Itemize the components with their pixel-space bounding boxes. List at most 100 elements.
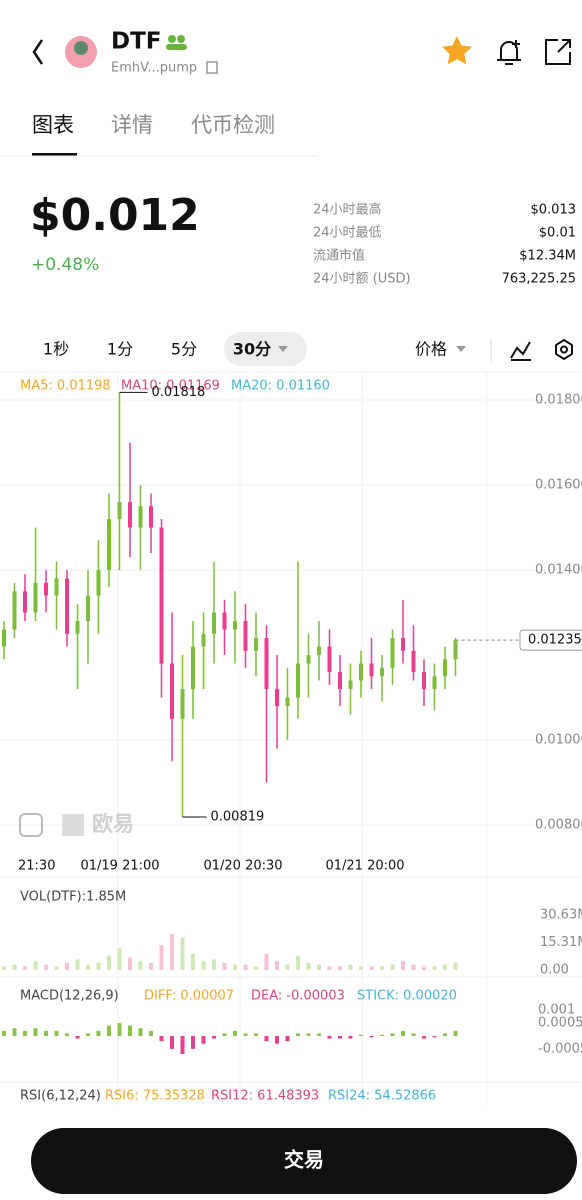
macd-bar [65, 1033, 69, 1036]
settings-icon[interactable] [555, 338, 573, 361]
interval[interactable]: 5分 [171, 340, 197, 359]
macd-bar [233, 1030, 237, 1036]
interval[interactable]: 30分 [233, 340, 271, 359]
interval[interactable]: 1秒 [43, 340, 69, 359]
vol-bar [306, 962, 311, 970]
dropdown-arrow [456, 346, 466, 352]
macd-bar [222, 1033, 227, 1036]
rsi-legend: RSI6: 75.35328 [105, 1089, 205, 1104]
macd-tick: 0.0005 [538, 1016, 582, 1031]
vol-tick: 15.31M [540, 935, 582, 950]
candle-body [275, 689, 279, 707]
x-label: 01/21 20:00 [325, 859, 404, 874]
current-price-label: 0.01235 [528, 633, 582, 648]
macd-bar [359, 1034, 363, 1036]
interval[interactable]: 1分 [107, 340, 133, 359]
macd-bar [401, 1030, 405, 1036]
vol-bar [432, 966, 437, 970]
y-tick-label: 0.00800 [535, 818, 582, 833]
stat-value: $0.013 [531, 203, 577, 218]
candle-body [86, 595, 90, 622]
stat-label: 流通市值 [313, 248, 365, 264]
vol-bar [159, 944, 164, 970]
price-change: +0.48% [31, 255, 99, 275]
macd-tick: -0.0005 [538, 1041, 582, 1056]
vol-bar [23, 966, 27, 970]
star-icon[interactable] [442, 36, 472, 65]
tab[interactable]: 详情 [111, 113, 153, 137]
candle-body [96, 570, 101, 596]
fullscreen-icon[interactable] [19, 813, 43, 837]
vol-bar [411, 964, 416, 970]
macd-bar [369, 1036, 374, 1038]
macd-bar [149, 1030, 153, 1036]
macd-bar [411, 1033, 416, 1036]
candle-body [191, 646, 195, 690]
vol-bar [327, 966, 332, 970]
macd-legend: STICK: 0.00020 [357, 989, 457, 1004]
candle-body [33, 582, 38, 613]
vol-bar [2, 966, 6, 970]
vol-bar [380, 966, 384, 970]
candle-body [201, 633, 206, 647]
macd-bar [317, 1033, 321, 1036]
back-icon[interactable] [32, 39, 44, 65]
low-label: 0.00819 [211, 809, 265, 824]
candle-body [348, 680, 353, 690]
rsi-legend: RSI12: 61.48393 [211, 1089, 319, 1104]
macd-bar [201, 1036, 206, 1044]
candle-body [422, 672, 426, 690]
vol-bar [233, 964, 237, 970]
candle-body [359, 663, 363, 681]
macd-bar [380, 1034, 384, 1036]
macd-bar [12, 1028, 17, 1036]
tab-underline [32, 153, 77, 156]
vol-bar [201, 961, 206, 970]
macd-bar [180, 1036, 185, 1055]
vol-bar [338, 966, 342, 970]
avatar-face [74, 41, 88, 55]
macd-bar [128, 1025, 132, 1036]
macd-legend: DIFF: 0.00007 [144, 989, 234, 1004]
candle-body [54, 578, 59, 596]
macd-bar [23, 1030, 27, 1036]
candle-body [254, 638, 258, 651]
candle-body [401, 638, 405, 651]
candle-body [65, 578, 69, 634]
ma-legend: MA5: 0.01198 [20, 379, 111, 394]
candle-body [380, 667, 384, 677]
trade-button[interactable] [31, 1128, 577, 1194]
candle-body [338, 672, 342, 690]
tab[interactable]: 代币检测 [191, 113, 275, 137]
copy-icon[interactable] [206, 61, 218, 74]
vol-bar [275, 961, 279, 970]
vol-bar [12, 964, 17, 970]
stat-value: $0.01 [539, 226, 576, 241]
tab[interactable]: 图表 [32, 113, 74, 137]
current-price-box [519, 629, 582, 651]
candle-body [107, 519, 111, 571]
community-icon [166, 35, 187, 50]
candle-body [296, 663, 300, 698]
settings-icon [560, 345, 568, 354]
token-address: EmhV...pump [111, 61, 197, 76]
vol-tick: 0.00 [540, 963, 569, 978]
high-label: 0.01818 [152, 385, 206, 400]
vol-bar [75, 959, 80, 970]
vol-bar [86, 964, 90, 970]
macd-bar [264, 1036, 269, 1042]
vol-bar [317, 964, 321, 970]
alert-icon[interactable] [497, 40, 521, 65]
trade-button-label[interactable]: 交易 [284, 1148, 324, 1172]
vol-bar [96, 962, 101, 970]
share-icon[interactable] [545, 39, 571, 65]
vol-bar [170, 934, 174, 970]
candle-body [443, 659, 447, 677]
vol-bar [222, 962, 227, 970]
indicator-icon[interactable] [510, 341, 531, 361]
price-mode[interactable]: 价格 [415, 340, 447, 359]
stat-value: $12.34M [519, 249, 576, 264]
rsi-legend: RSI24: 54.52866 [328, 1089, 436, 1104]
